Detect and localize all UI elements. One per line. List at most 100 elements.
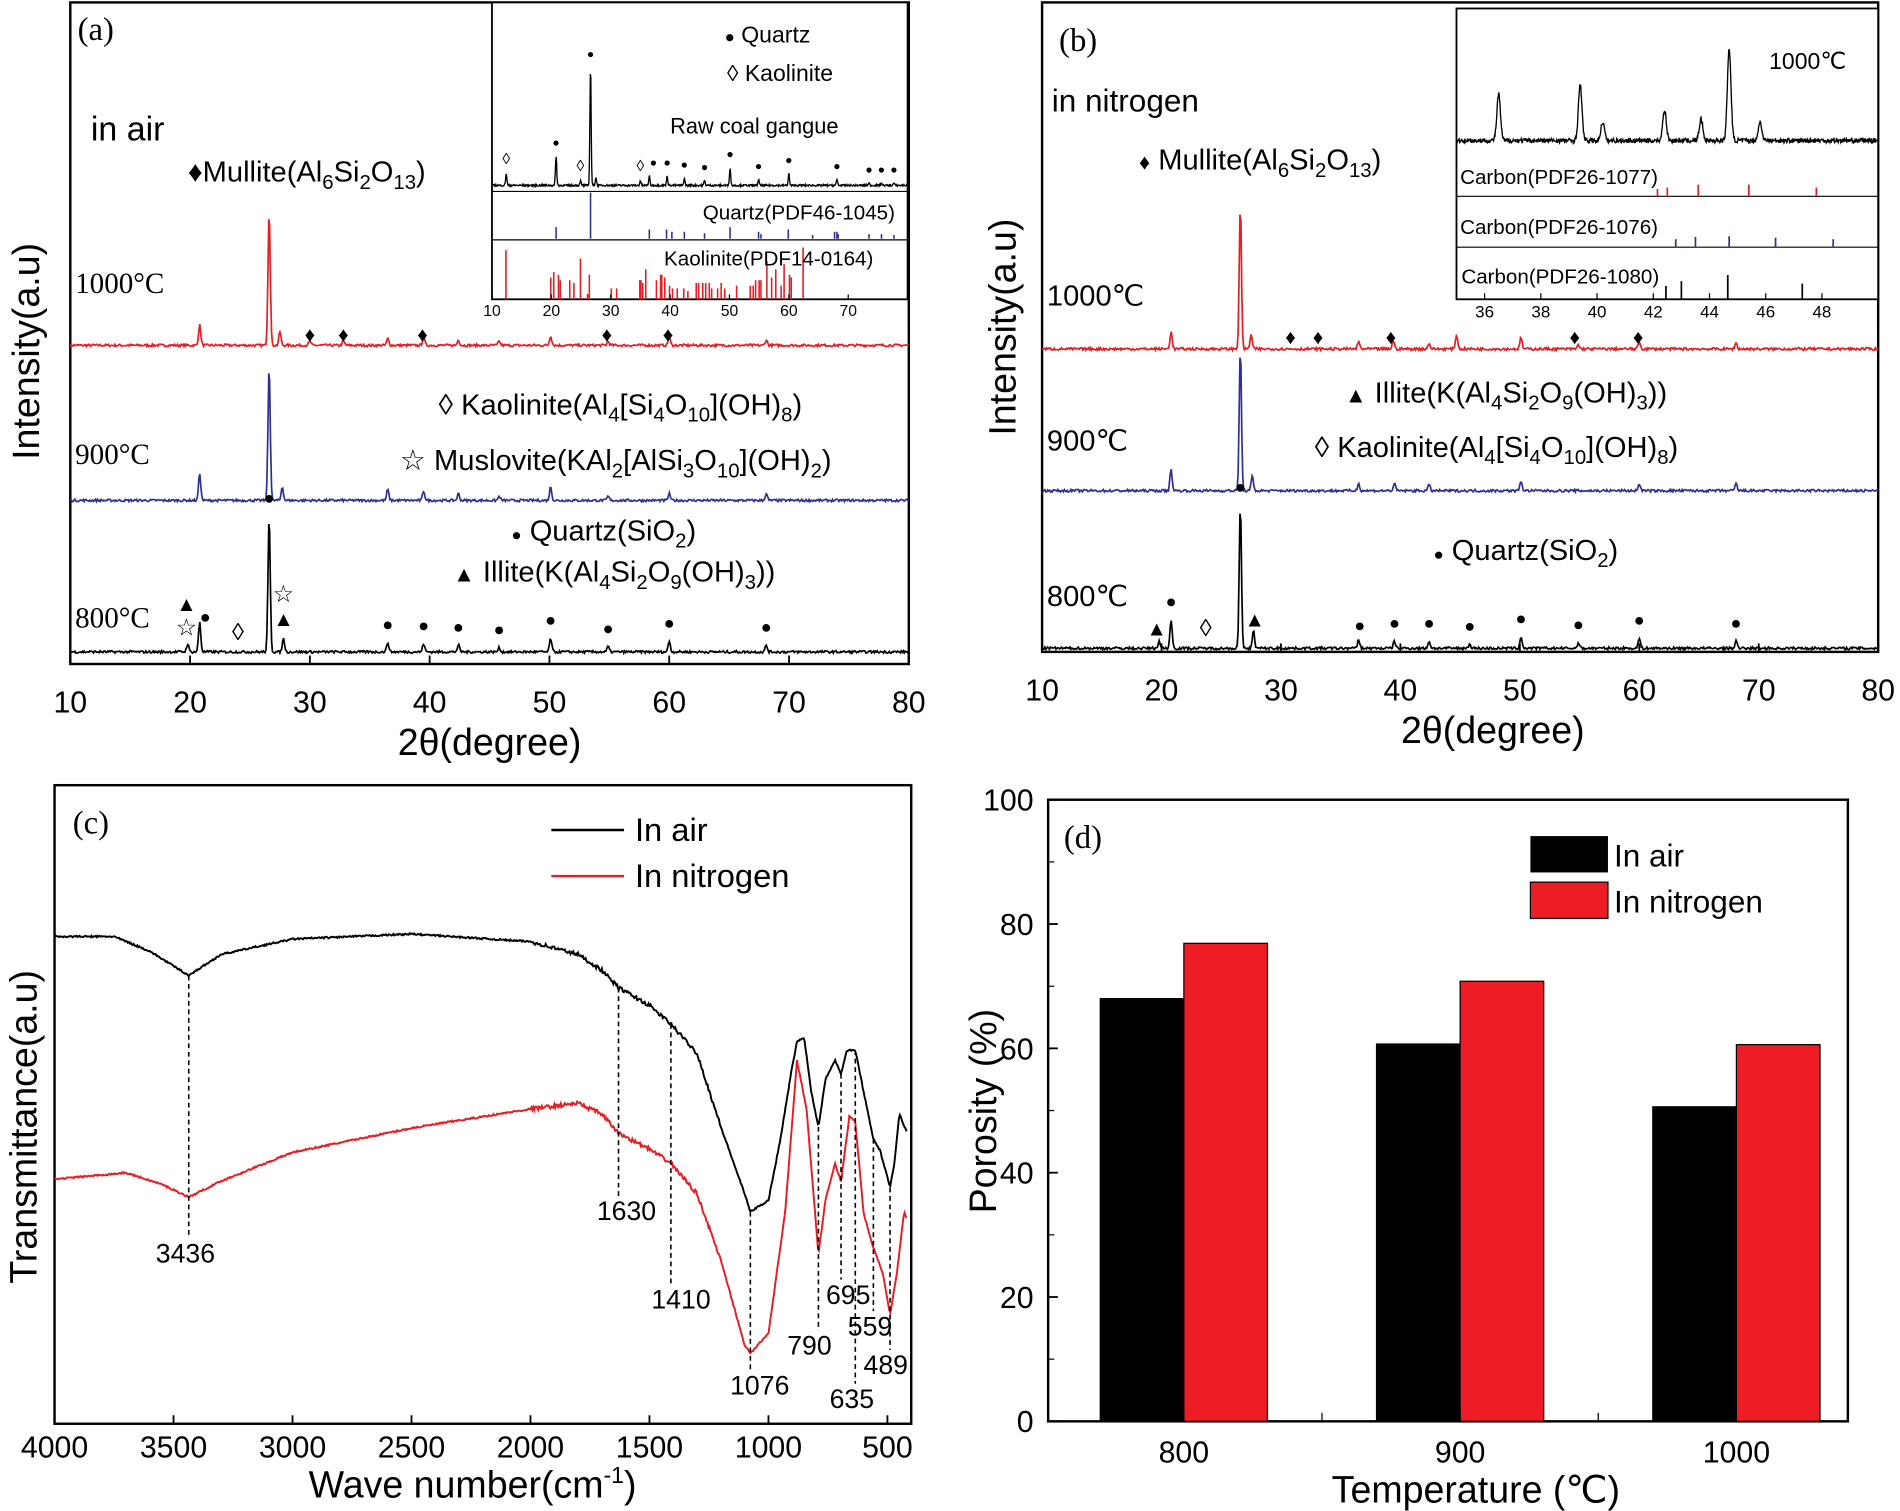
ref-1077-label: Carbon(PDF26-1077) <box>1460 166 1658 189</box>
peak-marker: ● <box>1389 613 1400 633</box>
inset-peak-marker: ◊ <box>637 158 645 175</box>
inset-x-tick-label: 70 <box>839 303 857 320</box>
inset-peak-marker: ● <box>785 153 792 167</box>
x-tick-label: 1500 <box>616 1432 683 1465</box>
svg-text:● Quartz(SiO2): ● Quartz(SiO2) <box>511 515 696 552</box>
svg-text:◊ Kaolinite(Al4[Si4O10](OH)8): ◊ Kaolinite(Al4[Si4O10](OH)8) <box>1315 432 1679 469</box>
peak-wavenumber-label: 1630 <box>597 1196 656 1226</box>
ref-1080-label: Carbon(PDF26-1080) <box>1461 266 1659 289</box>
svg-text:◊ Kaolinite: ◊ Kaolinite <box>727 60 833 86</box>
x-tick-label: 500 <box>862 1432 913 1465</box>
x-tick-label: 900 <box>1435 1437 1486 1470</box>
muslovite-symbol: ☆ <box>400 445 426 477</box>
inset-x-tick-label: 50 <box>721 303 739 320</box>
panel-b-label-800: 800℃ <box>1047 581 1128 613</box>
inset-peak-marker: ◊ <box>577 158 585 175</box>
peak-wavenumber-label: 559 <box>848 1311 892 1341</box>
panel-b-phase-legend: ♦ Mullite(Al6Si2O13) ▲ Illite(K(Al4Si2O9… <box>1139 145 1678 572</box>
peak-marker: ♦ <box>663 324 674 347</box>
peak-marker: ▲ <box>176 593 196 616</box>
panel-a-label-900: 900°C <box>75 439 150 471</box>
illite-symbol: ▲ <box>453 562 475 587</box>
kaolinite-symbol: ◊ <box>1315 432 1330 464</box>
peak-marker: ● <box>453 617 464 637</box>
legend-swatch-air <box>1530 836 1608 873</box>
peak-marker: ● <box>1464 616 1475 636</box>
quartz-symbol: ● <box>511 525 521 544</box>
peak-marker: ● <box>200 607 211 627</box>
panel-a-xrd-air: 10 20 30 40 50 60 70 80 ♦ ♦ ♦ ♦ ♦☆▲●◊●▲☆● ● ● ● ● ● ● ● (a… <box>5 1 926 763</box>
quartz-label: Quartz(SiO2) <box>1452 535 1618 572</box>
x-tick-label: 40 <box>1384 674 1418 707</box>
y-tick-label: 60 <box>1000 1033 1034 1066</box>
quartz-label: Quartz(SiO2) <box>530 515 696 552</box>
ftir-curve-0 <box>54 931 908 1214</box>
x-tick-label: 1000 <box>735 1432 802 1465</box>
kaolinite-label: Kaolinite(Al4[Si4O10](OH)8) <box>1337 432 1678 469</box>
panel-b-atmosphere: in nitrogen <box>1052 82 1199 118</box>
x-tick-label: 80 <box>892 686 926 719</box>
y-tick-label: 40 <box>1000 1158 1034 1191</box>
x-tick-label: 60 <box>1622 674 1656 707</box>
inset-ref-kaolinite-label: Kaolinite(PDF14-0164) <box>664 247 873 270</box>
inset-peak-marker: ● <box>701 160 708 174</box>
peak-marker: ● <box>1516 609 1527 629</box>
panel-d-bars: 0 20 40 60 80 100 800 900 1000 <box>983 785 1821 1470</box>
xrd-trace-0 <box>69 219 910 349</box>
x-tick-label: 800 <box>1159 1437 1210 1470</box>
svg-text:☆ Muslovite(KAl2[AlSi3O10](OH): ☆ Muslovite(KAl2[AlSi3O10](OH)2) <box>400 445 832 482</box>
panel-c-xlabel: Wave number(cm-1) <box>309 1462 637 1506</box>
inset-x-tick-label: 48 <box>1813 302 1832 321</box>
x-tick-label: 10 <box>1025 674 1059 707</box>
inset-raw-trace <box>491 73 909 189</box>
panel-d-label: (d) <box>1064 820 1102 856</box>
panel-b-xrd-nitrogen: 10 20 30 40 50 60 70 80 ♦ ♦ ♦ ♦ ♦▲●◊●▲ ● ● ● ● ● ● ● ● (b) … <box>981 1 1895 751</box>
inset-peak-marker: ● <box>663 155 670 169</box>
inset-quartz-label: Quartz <box>741 21 810 47</box>
inset-title: Raw coal gangue <box>670 113 838 138</box>
x-tick-label: 3000 <box>259 1432 326 1465</box>
panel-a-ylabel: Intensity(a.u) <box>5 243 47 460</box>
mullite-label: Mullite(Al6Si2O13) <box>1158 145 1381 182</box>
peak-marker: ● <box>418 616 429 636</box>
inset-x-tick-label: 10 <box>483 303 501 320</box>
illite-label: Illite(K(Al4Si2O9(OH)3)) <box>1375 377 1667 414</box>
panel-a-label-800: 800°C <box>75 603 150 635</box>
peak-marker: ● <box>664 613 675 633</box>
quartz-symbol: ● <box>1433 545 1443 564</box>
inset-x-tick-label: 40 <box>1588 302 1607 321</box>
mullite-symbol: ♦ <box>1139 150 1150 175</box>
panel-c-label: (c) <box>73 806 109 842</box>
illite-symbol: ▲ <box>1345 382 1367 407</box>
inset-x-tick-label: 20 <box>543 303 561 320</box>
peak-marker: ● <box>1235 477 1246 497</box>
x-tick-label: 4000 <box>21 1432 88 1465</box>
inset-peak-marker: ● <box>650 155 657 169</box>
inset-x-tick-label: 44 <box>1700 302 1719 321</box>
x-tick-label: 40 <box>413 686 447 719</box>
peak-marker: ♦ <box>338 324 349 347</box>
peak-marker: ● <box>761 617 772 637</box>
peak-marker: ● <box>264 488 275 508</box>
peak-marker: ● <box>545 610 556 630</box>
xrd-trace-1 <box>69 373 910 504</box>
inset-x-tick-label: 30 <box>602 303 620 320</box>
peak-wavenumber-label: 790 <box>787 1331 831 1361</box>
inset-b-title: 1000℃ <box>1769 48 1846 74</box>
panel-a-frame <box>69 1 911 666</box>
inset-quartz-symbol: ● <box>725 27 735 46</box>
peak-marker: ♦ <box>1570 326 1581 349</box>
kaolinite-label: Kaolinite(Al4[Si4O10](OH)8) <box>461 389 802 426</box>
inset-x-tick-label: 36 <box>1475 302 1494 321</box>
xrd-trace-1 <box>1042 357 1879 495</box>
x-tick-label: 70 <box>772 686 806 719</box>
peak-marker: ● <box>494 620 505 640</box>
peak-marker: ▲ <box>1245 609 1265 632</box>
panel-c-x-ticks: 4000 3500 3000 2500 2000 1500 1000 500 <box>21 1415 913 1465</box>
panel-c-curves: 3436 1630 1410 1076 790 695 635 559 489 <box>54 931 908 1414</box>
svg-text:▲ Illite(K(Al4Si2O9(OH)3)): ▲ Illite(K(Al4Si2O9(OH)3)) <box>1345 377 1667 414</box>
muslovite-label: Muslovite(KAl2[AlSi3O10](OH)2) <box>434 445 832 482</box>
peak-marker: ● <box>603 618 614 638</box>
bar-in-air-1000 <box>1652 1106 1738 1422</box>
